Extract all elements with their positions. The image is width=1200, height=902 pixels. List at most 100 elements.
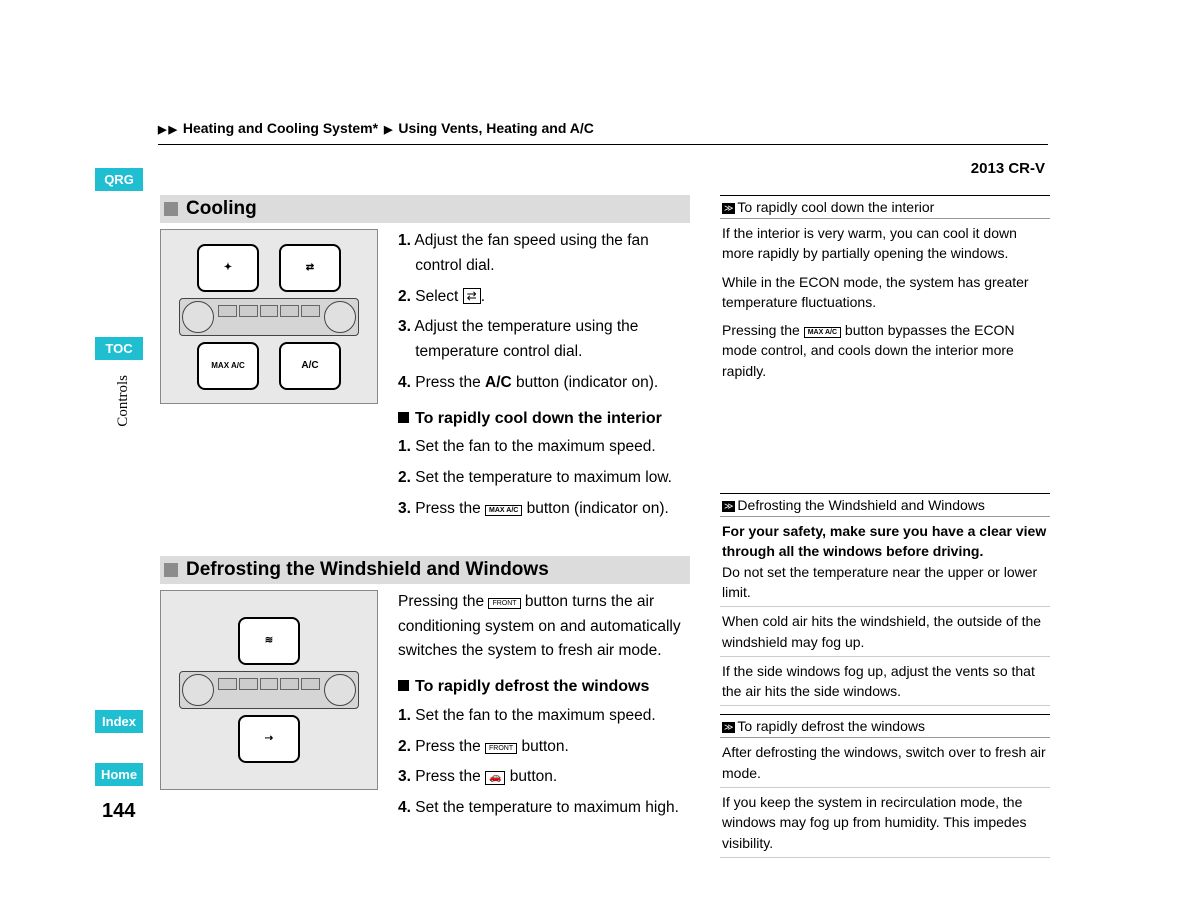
defrost-block: ≋ ⇢	[160, 590, 690, 827]
safety-bold-text: For your safety, make sure you have a cl…	[722, 523, 1046, 559]
step-text: button (indicator on).	[512, 374, 658, 391]
step-text: Set the temperature to maximum low.	[415, 469, 672, 486]
breadcrumb-asterisk: *	[373, 120, 378, 136]
sub-marker-icon	[398, 412, 409, 423]
step-text: .	[481, 288, 485, 305]
breadcrumb-part2: Using Vents, Heating and A/C	[398, 120, 594, 136]
section-defrost-title: Defrosting the Windshield and Windows	[186, 559, 549, 581]
fresh-air-icon	[485, 771, 505, 785]
note-text: After defrosting the windows, switch ove…	[722, 744, 1046, 780]
right-body: If the interior is very warm, you can co…	[720, 219, 1050, 385]
right-title: To rapidly cool down the interior	[737, 199, 934, 215]
section-defrost-bar: Defrosting the Windshield and Windows	[160, 556, 690, 584]
front-defrost-icon: FRONT	[488, 598, 520, 609]
tab-qrg[interactable]: QRG	[95, 168, 143, 191]
step-text: Adjust the temperature using the	[414, 318, 638, 335]
step-text: Press the	[415, 738, 485, 755]
panel-btn-icon	[280, 678, 299, 690]
step-text: Press the	[415, 374, 485, 391]
recirc-icon	[463, 288, 481, 304]
fresh-air-bubble-icon: ⇢	[238, 715, 300, 763]
panel-btn-icon	[260, 678, 279, 690]
panel-btn-icon	[218, 678, 237, 690]
sub-heading-rapid-cool: To rapidly cool down the interior	[398, 406, 690, 432]
step-text: Press the	[415, 768, 485, 785]
ac-bubble-icon: A/C	[279, 342, 341, 390]
info-icon: ≫	[722, 722, 735, 733]
info-icon: ≫	[722, 501, 735, 512]
tab-home[interactable]: Home	[95, 763, 143, 786]
sub-heading-rapid-defrost: To rapidly defrost the windows	[398, 674, 690, 700]
right-section-defrost: ≫Defrosting the Windshield and Windows F…	[720, 493, 1050, 706]
right-header: ≫To rapidly defrost the windows	[720, 714, 1050, 738]
note-text: If the interior is very warm, you can co…	[722, 223, 1048, 264]
right-header: ≫Defrosting the Windshield and Windows	[720, 493, 1050, 517]
hvac-panel-icon	[179, 671, 359, 709]
step-text: temperature control dial.	[415, 343, 582, 360]
cooling-steps: 1. Adjust the fan speed using the fan co…	[398, 229, 690, 528]
intro-text: Pressing the	[398, 593, 488, 610]
panel-btn-icon	[260, 305, 279, 317]
defrost-illustration: ≋ ⇢	[160, 590, 378, 790]
page-number: 144	[102, 800, 135, 823]
main-content: Cooling ✦ ⇄	[160, 195, 690, 827]
right-dial-icon	[324, 301, 356, 333]
section-cooling-title: Cooling	[186, 198, 257, 220]
panel-btn-icon	[218, 305, 237, 317]
panel-btn-icon	[239, 305, 258, 317]
side-tabs: QRG TOC Index Home	[95, 168, 143, 786]
step-text: Set the temperature to maximum high.	[415, 799, 679, 816]
left-dial-icon	[182, 674, 214, 706]
max-ac-icon: MAX A/C	[485, 505, 522, 516]
step-text: control dial.	[415, 257, 494, 274]
step-text: Set the fan to the maximum speed.	[415, 707, 655, 724]
panel-btn-icon	[301, 678, 320, 690]
step-text: button (indicator on).	[522, 500, 668, 517]
front-defrost-icon: FRONT	[485, 743, 517, 754]
vehicle-label: 2013 CR-V	[971, 160, 1045, 177]
sub-title-text: To rapidly defrost the windows	[415, 678, 649, 695]
right-title: To rapidly defrost the windows	[737, 718, 925, 734]
hvac-panel-icon	[179, 298, 359, 336]
step-text: Set the fan to the maximum speed.	[415, 438, 655, 455]
max-ac-bubble-icon: MAX A/C	[197, 342, 259, 390]
right-body: If you keep the system in recirculation …	[720, 788, 1050, 858]
breadcrumb-rule	[158, 144, 1048, 145]
right-dial-icon	[324, 674, 356, 706]
right-body: For your safety, make sure you have a cl…	[720, 517, 1050, 607]
note-text: When cold air hits the windshield, the o…	[722, 613, 1041, 649]
note-text: Do not set the temperature near the uppe…	[722, 564, 1037, 600]
right-body: When cold air hits the windshield, the o…	[720, 607, 1050, 657]
panel-btn-icon	[239, 678, 258, 690]
left-dial-icon	[182, 301, 214, 333]
breadcrumb: ▶▶ Heating and Cooling System* ▶ Using V…	[158, 120, 594, 136]
section-cooling-bar: Cooling	[160, 195, 690, 223]
fan-bubble-icon: ✦	[197, 244, 259, 292]
tab-toc[interactable]: TOC	[95, 337, 143, 360]
vertical-section-label: Controls	[115, 375, 132, 427]
mode-bubble-icon: ⇄	[279, 244, 341, 292]
ac-label: A/C	[485, 374, 512, 391]
note-text: While in the ECON mode, the system has g…	[722, 272, 1048, 313]
right-section-rapid-cool: ≫To rapidly cool down the interior If th…	[720, 195, 1050, 385]
right-section-rapid-defrost: ≫To rapidly defrost the windows After de…	[720, 714, 1050, 857]
defrost-steps: Pressing the FRONT button turns the air …	[398, 590, 690, 827]
panel-btn-icon	[280, 305, 299, 317]
right-title: Defrosting the Windshield and Windows	[737, 497, 984, 513]
step-text: Adjust the fan speed using the fan	[414, 232, 648, 249]
panel-btn-icon	[301, 305, 320, 317]
step-text: Select	[415, 288, 458, 305]
section-marker-icon	[164, 563, 178, 577]
note-text: If you keep the system in recirculation …	[722, 794, 1027, 851]
right-header: ≫To rapidly cool down the interior	[720, 195, 1050, 219]
right-body: After defrosting the windows, switch ove…	[720, 738, 1050, 788]
cooling-block: ✦ ⇄ MAX A/C A/C	[160, 229, 690, 528]
section-marker-icon	[164, 202, 178, 216]
tab-index[interactable]: Index	[95, 710, 143, 733]
sub-title-text: To rapidly cool down the interior	[415, 410, 662, 427]
note-text: If the side windows fog up, adjust the v…	[722, 663, 1035, 699]
step-text: button.	[517, 738, 569, 755]
max-ac-icon: MAX A/C	[804, 327, 841, 338]
sub-marker-icon	[398, 680, 409, 691]
info-icon: ≫	[722, 203, 735, 214]
